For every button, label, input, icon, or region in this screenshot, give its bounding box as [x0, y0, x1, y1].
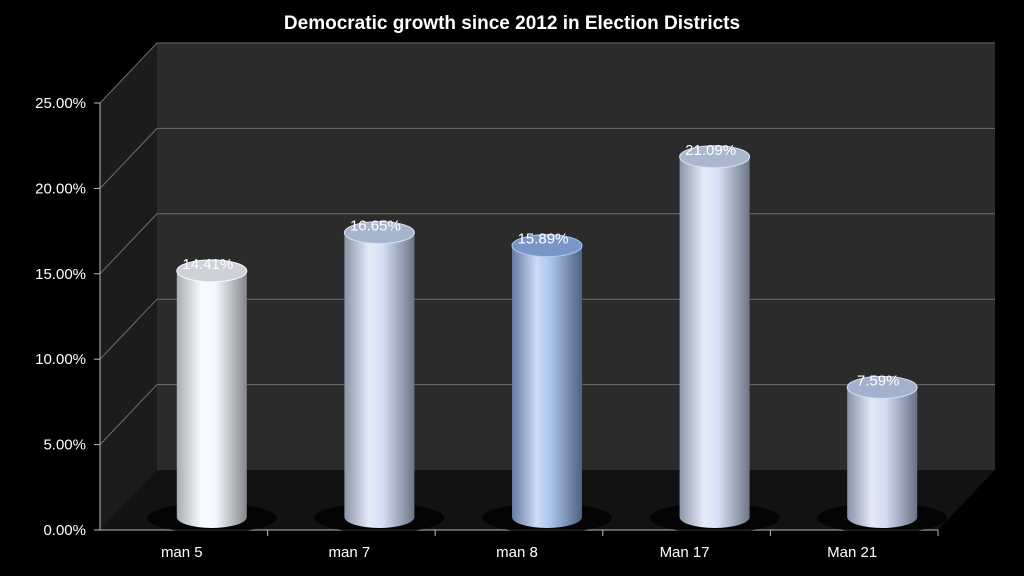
- y-tick-label: 20.00%: [35, 180, 86, 197]
- x-tick-label: man 8: [496, 544, 538, 561]
- bar-top-cap: [846, 375, 918, 399]
- data-label: 16.65%: [350, 218, 401, 235]
- bar-body: [847, 387, 918, 528]
- y-tick-label: 0.00%: [43, 522, 86, 539]
- bar: [817, 375, 948, 533]
- bar: [314, 221, 445, 533]
- bar-body: [344, 232, 415, 529]
- chart-title: Democratic growth since 2012 in Election…: [284, 13, 740, 34]
- data-labels: 14.41% man 5 16.65% man 7 15.89% man 8 21.09% M…: [161, 142, 900, 561]
- bar-top-cap: [511, 234, 583, 258]
- gridline: [99, 42, 995, 104]
- gridline: [99, 127, 995, 189]
- data-label: 7.59%: [857, 372, 900, 389]
- bar-body: [679, 156, 750, 528]
- bar-body: [176, 270, 247, 528]
- y-tick-label: 10.00%: [35, 351, 86, 368]
- y-tick-label: 25.00%: [35, 95, 86, 112]
- y-tick-label: 5.00%: [43, 437, 86, 454]
- y-tick-label: 15.00%: [35, 266, 86, 283]
- value-axis: 0.00% 5.00% 10.00% 15.00% 20.00% 25.00%: [35, 95, 939, 539]
- x-tick-label: man 7: [329, 544, 371, 561]
- bar: [146, 259, 277, 533]
- data-label: 15.89%: [518, 231, 569, 248]
- bar-top-cap: [679, 145, 751, 169]
- bar: [649, 145, 780, 533]
- bar: [482, 234, 612, 533]
- x-tick-label: Man 17: [660, 544, 710, 561]
- side-wall: [100, 43, 157, 530]
- x-tick-label: Man 21: [827, 544, 877, 561]
- bar-top-cap: [343, 221, 415, 245]
- x-tick-label: man 5: [161, 544, 203, 561]
- bar-body: [512, 245, 582, 528]
- bars: [146, 145, 948, 533]
- bar-top-cap: [176, 259, 248, 283]
- data-label: 21.09%: [685, 142, 736, 159]
- data-label: 14.41%: [182, 256, 233, 273]
